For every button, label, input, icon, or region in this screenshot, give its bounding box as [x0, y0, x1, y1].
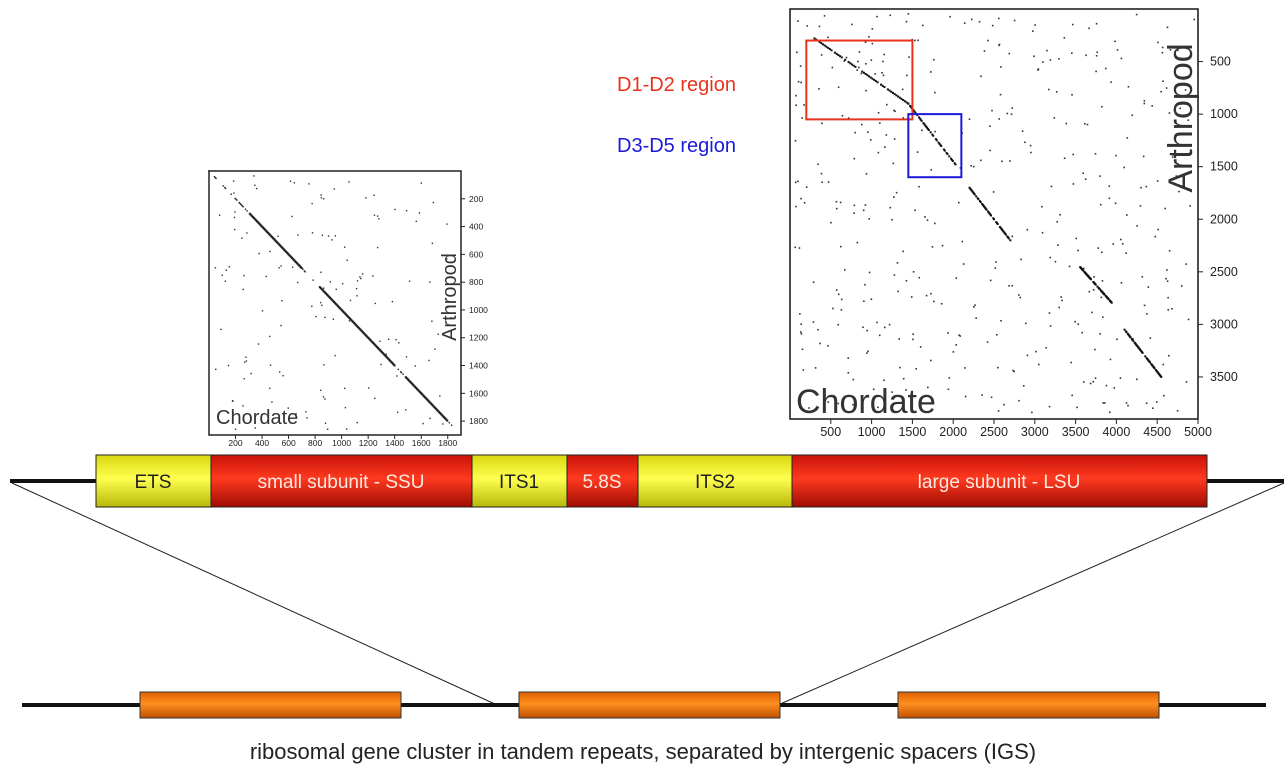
- small-plot-y-tick-label: 800: [469, 277, 483, 287]
- large-plot-x-tick-label: 500: [820, 425, 841, 439]
- large-plot-y-label: Arthropod: [1162, 43, 1200, 192]
- segment-its2: [637, 454, 793, 508]
- gene-map: ETS small subunit - SSU ITS1 5.8S ITS2 l…: [10, 454, 1284, 508]
- large-plot-x-tick-label: 1500: [898, 425, 926, 439]
- large-plot-y-tick-label: 3500: [1210, 370, 1238, 384]
- small-plot-x-tick-label: 400: [255, 438, 269, 448]
- large-plot-x-tick-label: 3500: [1062, 425, 1090, 439]
- large-plot-x-tick-label: 4500: [1143, 425, 1171, 439]
- d1-d2-region-box: [805, 39, 914, 121]
- large-plot-y-tick-label: 2000: [1210, 212, 1238, 226]
- segment-lsu: [791, 454, 1208, 508]
- small-plot-y-tick-label: 1200: [469, 333, 488, 343]
- large-plot-dots: [794, 13, 1196, 414]
- small-plot-x-tick-label: 200: [228, 438, 242, 448]
- large-plot-x-tick-label: 2000: [939, 425, 967, 439]
- segment-ets: [95, 454, 212, 508]
- large-plot-y-tick-label: 1500: [1210, 160, 1238, 174]
- d3-d5-region-box: [907, 113, 963, 179]
- large-plot-x-tick-label: 2500: [980, 425, 1008, 439]
- segment-label-its1: ITS1: [499, 472, 539, 493]
- large-dot-plot: Chordate Arthropod 500 1000 1500 2000 2500 30…: [789, 8, 1238, 439]
- segment-label-its2: ITS2: [695, 472, 735, 493]
- large-plot-x-tick-label: 4000: [1102, 425, 1130, 439]
- segment-label-lsu: large subunit - LSU: [918, 472, 1081, 493]
- small-plot-x-tick-label: 1800: [438, 438, 457, 448]
- d3-d5-region-label: D3-D5 region: [617, 135, 736, 157]
- small-plot-y-tick-label: 400: [469, 222, 483, 232]
- small-plot-x-label: Chordate: [216, 407, 298, 429]
- small-plot-x-tick-label: 800: [308, 438, 322, 448]
- large-plot-x-ticks: 500 1000 1500 2000 2500 3000 3500 4000 4500 5000: [820, 419, 1212, 439]
- small-plot-y-tick-label: 1800: [469, 416, 488, 426]
- d1-d2-region-label: D1-D2 region: [617, 74, 736, 96]
- tandem-repeat-row: [22, 691, 1266, 719]
- segment-ssu: [210, 454, 473, 508]
- repeat-unit-1: [139, 691, 402, 719]
- small-plot-x-tick-label: 600: [281, 438, 295, 448]
- large-plot-y-tick-label: 500: [1210, 55, 1231, 69]
- large-plot-x-tick-label: 5000: [1184, 425, 1212, 439]
- small-plot-y-label: Arthropod: [439, 253, 461, 341]
- small-plot-dots: [208, 170, 453, 430]
- large-plot-y-ticks: 500 1000 1500 2000 2500 3000 3500: [1198, 55, 1238, 384]
- small-plot-x-tick-label: 1000: [332, 438, 351, 448]
- segment-its1: [471, 454, 568, 508]
- small-plot-x-ticks: 200 400 600 800 1000 1200 1400 1600 1800: [228, 435, 457, 448]
- small-plot-y-ticks: 200 400 600 800 1000 1200 1400 1600 1800: [461, 194, 488, 426]
- segment-label-ssu: small subunit - SSU: [258, 472, 425, 493]
- caption: ribosomal gene cluster in tandem repeats…: [250, 739, 1036, 764]
- segment-5-8s: [566, 454, 639, 508]
- small-dot-plot: Chordate Arthropod 200 400 600 800 1000 1200 1…: [208, 170, 488, 448]
- repeat-unit-2: [518, 691, 781, 719]
- segment-label-5-8s: 5.8S: [582, 472, 621, 493]
- large-plot-y-tick-label: 3000: [1210, 317, 1238, 331]
- small-plot-y-tick-label: 1400: [469, 361, 488, 371]
- large-plot-y-tick-label: 1000: [1210, 107, 1238, 121]
- small-plot-y-tick-label: 1000: [469, 305, 488, 315]
- repeat-unit-3: [897, 691, 1160, 719]
- large-plot-y-tick-label: 2500: [1210, 265, 1238, 279]
- small-plot-y-tick-label: 1600: [469, 388, 488, 398]
- small-plot-y-tick-label: 200: [469, 194, 483, 204]
- small-plot-x-tick-label: 1600: [412, 438, 431, 448]
- segment-label-ets: ETS: [135, 472, 172, 493]
- large-plot-x-tick-label: 3000: [1021, 425, 1049, 439]
- small-plot-y-tick-label: 600: [469, 249, 483, 259]
- large-plot-x-tick-label: 1000: [858, 425, 886, 439]
- large-plot-x-label: Chordate: [796, 383, 936, 421]
- expansion-line-right: [777, 482, 1285, 706]
- large-plot-frame: [789, 8, 1199, 420]
- expansion-line-left: [11, 482, 498, 706]
- small-plot-x-tick-label: 1400: [385, 438, 404, 448]
- small-plot-x-tick-label: 1200: [359, 438, 378, 448]
